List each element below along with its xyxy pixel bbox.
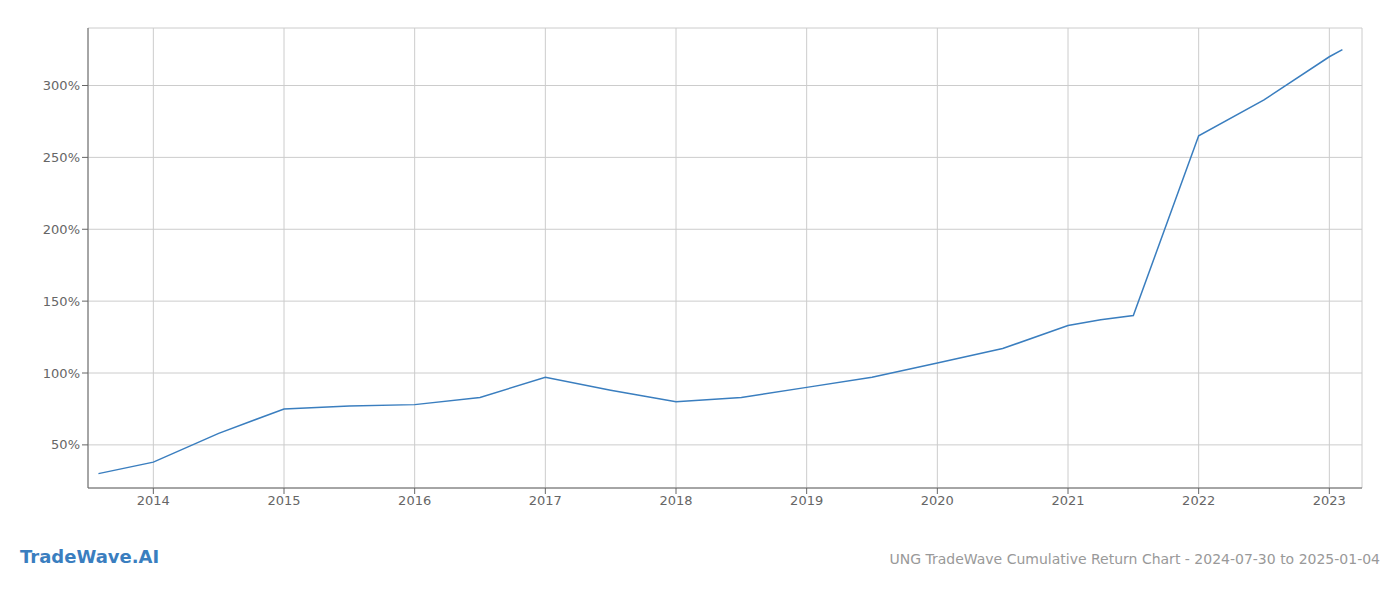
svg-text:2019: 2019: [790, 493, 823, 508]
svg-text:2020: 2020: [921, 493, 954, 508]
svg-text:250%: 250%: [43, 150, 80, 165]
svg-text:2022: 2022: [1182, 493, 1215, 508]
svg-text:200%: 200%: [43, 222, 80, 237]
html-text:UNG TradeWave Cumulative Retur: UNG TradeWave Cumulative Return Chart - …: [889, 551, 1380, 567]
svg-text:2015: 2015: [267, 493, 300, 508]
svg-text:2014: 2014: [137, 493, 170, 508]
svg-text:2018: 2018: [659, 493, 692, 508]
svg-text:300%: 300%: [43, 78, 80, 93]
html-text:TradeWave.AI: TradeWave.AI: [20, 546, 160, 567]
svg-text:2021: 2021: [1051, 493, 1084, 508]
svg-text:150%: 150%: [43, 294, 80, 309]
svg-text:2017: 2017: [529, 493, 562, 508]
svg-text:50%: 50%: [51, 437, 80, 452]
svg-text:2023: 2023: [1313, 493, 1346, 508]
svg-text:2016: 2016: [398, 493, 431, 508]
svg-text:100%: 100%: [43, 366, 80, 381]
